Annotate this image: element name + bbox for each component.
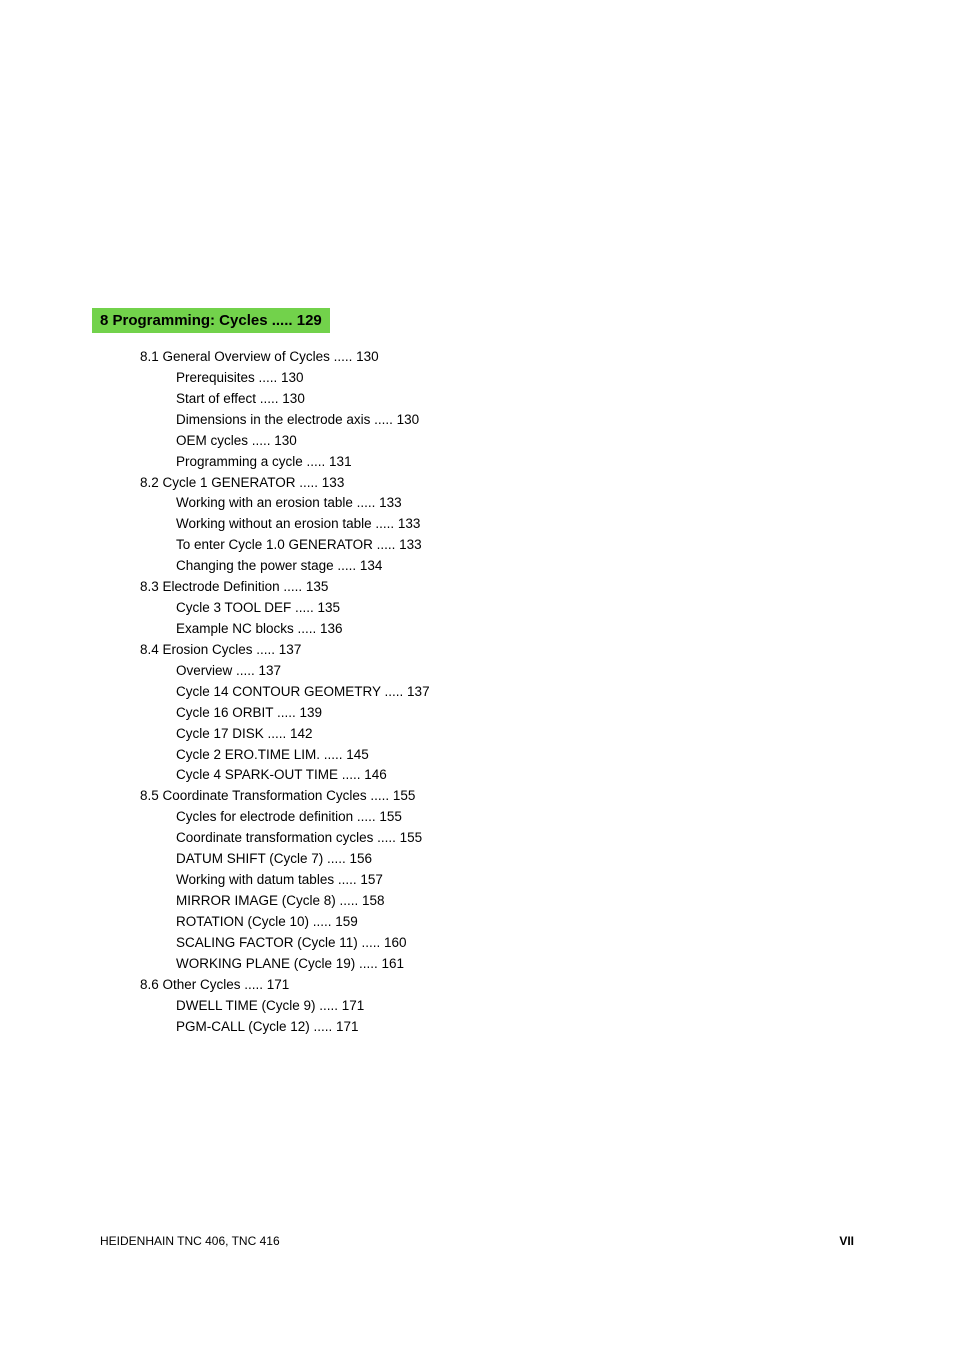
chapter-heading[interactable]: 8 Programming: Cycles ..... 129 [92, 308, 330, 333]
toc-section-title[interactable]: 8.6 Other Cycles ..... 171 [140, 975, 854, 996]
toc-sub-item[interactable]: Working with datum tables ..... 157 [176, 870, 854, 891]
toc-section-title[interactable]: 8.2 Cycle 1 GENERATOR ..... 133 [140, 473, 854, 494]
toc-sub-item[interactable]: To enter Cycle 1.0 GENERATOR ..... 133 [176, 535, 854, 556]
table-of-contents: 8.1 General Overview of Cycles ..... 130… [140, 347, 854, 1037]
toc-sub-item[interactable]: Prerequisites ..... 130 [176, 368, 854, 389]
toc-sub-item[interactable]: Cycle 17 DISK ..... 142 [176, 724, 854, 745]
toc-section-title[interactable]: 8.5 Coordinate Transformation Cycles ...… [140, 786, 854, 807]
toc-sub-item[interactable]: DWELL TIME (Cycle 9) ..... 171 [176, 996, 854, 1017]
footer-left-text: HEIDENHAIN TNC 406, TNC 416 [100, 1234, 280, 1248]
toc-sub-item[interactable]: Cycle 14 CONTOUR GEOMETRY ..... 137 [176, 682, 854, 703]
toc-sub-item[interactable]: Start of effect ..... 130 [176, 389, 854, 410]
toc-sub-item[interactable]: Coordinate transformation cycles ..... 1… [176, 828, 854, 849]
toc-sub-item[interactable]: Cycle 16 ORBIT ..... 139 [176, 703, 854, 724]
toc-sub-item[interactable]: ROTATION (Cycle 10) ..... 159 [176, 912, 854, 933]
toc-sub-item[interactable]: DATUM SHIFT (Cycle 7) ..... 156 [176, 849, 854, 870]
page-container: 8 Programming: Cycles ..... 129 8.1 Gene… [0, 0, 954, 1348]
toc-sub-item[interactable]: PGM-CALL (Cycle 12) ..... 171 [176, 1017, 854, 1038]
toc-sub-item[interactable]: Overview ..... 137 [176, 661, 854, 682]
toc-sub-item[interactable]: Cycle 4 SPARK-OUT TIME ..... 146 [176, 765, 854, 786]
toc-sub-item[interactable]: Cycles for electrode definition ..... 15… [176, 807, 854, 828]
toc-sub-item[interactable]: Cycle 2 ERO.TIME LIM. ..... 145 [176, 745, 854, 766]
footer-page-number: VII [839, 1234, 854, 1248]
toc-sub-item[interactable]: MIRROR IMAGE (Cycle 8) ..... 158 [176, 891, 854, 912]
toc-section-title[interactable]: 8.3 Electrode Definition ..... 135 [140, 577, 854, 598]
toc-sub-item[interactable]: SCALING FACTOR (Cycle 11) ..... 160 [176, 933, 854, 954]
toc-sub-item[interactable]: OEM cycles ..... 130 [176, 431, 854, 452]
toc-sub-item[interactable]: Changing the power stage ..... 134 [176, 556, 854, 577]
toc-sub-item[interactable]: Example NC blocks ..... 136 [176, 619, 854, 640]
toc-sub-item[interactable]: Programming a cycle ..... 131 [176, 452, 854, 473]
toc-section-title[interactable]: 8.1 General Overview of Cycles ..... 130 [140, 347, 854, 368]
toc-sub-item[interactable]: Dimensions in the electrode axis ..... 1… [176, 410, 854, 431]
toc-sub-item[interactable]: WORKING PLANE (Cycle 19) ..... 161 [176, 954, 854, 975]
toc-sub-item[interactable]: Cycle 3 TOOL DEF ..... 135 [176, 598, 854, 619]
toc-sub-item[interactable]: Working with an erosion table ..... 133 [176, 493, 854, 514]
toc-section-title[interactable]: 8.4 Erosion Cycles ..... 137 [140, 640, 854, 661]
toc-sub-item[interactable]: Working without an erosion table ..... 1… [176, 514, 854, 535]
page-footer: HEIDENHAIN TNC 406, TNC 416 VII [100, 1234, 854, 1248]
